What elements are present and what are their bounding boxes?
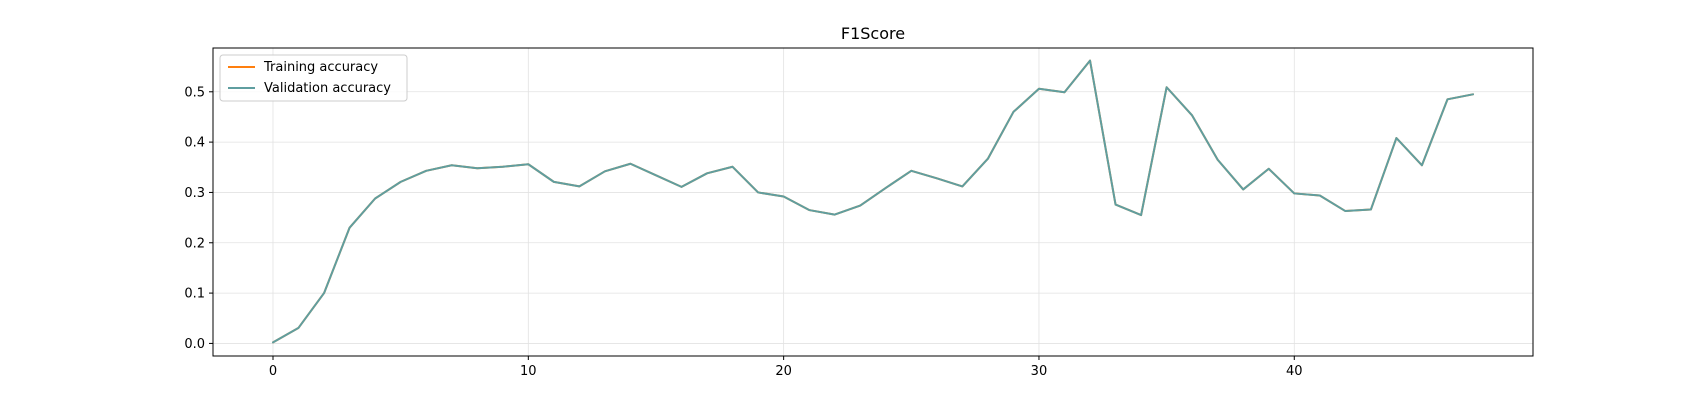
y-tick-label: 0.4 (184, 136, 205, 151)
x-tick-label: 40 (1286, 364, 1303, 379)
grid (213, 48, 1533, 356)
y-tick-label: 0.1 (184, 287, 205, 302)
y-tick-label: 0.5 (184, 85, 205, 100)
y-tick-label: 0.3 (184, 186, 205, 201)
legend-label-training-accuracy: Training accuracy (263, 60, 378, 75)
y-tick-label: 0.2 (184, 236, 205, 251)
chart-title: F1Score (841, 24, 905, 43)
legend: Training accuracy Validation accuracy (219, 54, 408, 102)
x-tick-label: 0 (269, 364, 277, 379)
x-tick-label: 10 (520, 364, 537, 379)
series-line-validation-accuracy (272, 59, 1474, 344)
y-tick-label: 0.0 (184, 337, 205, 352)
legend-box (219, 54, 408, 102)
legend-label-validation-accuracy: Validation accuracy (264, 81, 391, 96)
x-tick-label: 30 (1031, 364, 1048, 379)
x-tick-label: 20 (775, 364, 792, 379)
axes-frame (212, 47, 1534, 357)
series-lines (272, 59, 1474, 344)
axis-ticks: 0 10 20 30 40 0.0 0.1 0.2 0.3 0.4 0.5 (184, 85, 1302, 379)
